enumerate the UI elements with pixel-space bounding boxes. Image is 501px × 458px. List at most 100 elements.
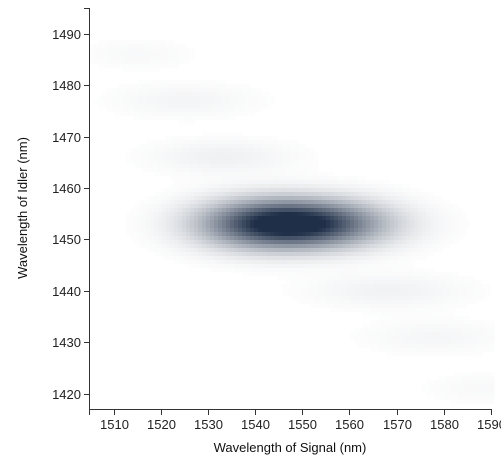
heatmap-cell xyxy=(462,380,467,385)
heatmap-cell xyxy=(482,328,487,333)
heatmap-cell xyxy=(150,160,155,165)
heatmap-cell xyxy=(162,60,167,65)
heatmap-cell xyxy=(234,192,239,197)
heatmap-cell xyxy=(210,236,215,241)
heatmap-cell xyxy=(170,200,175,205)
heatmap-cell xyxy=(362,212,367,217)
heatmap-cell xyxy=(318,220,323,225)
heatmap-cell xyxy=(182,236,187,241)
heatmap-cell xyxy=(370,324,375,329)
heatmap-cell xyxy=(326,228,331,233)
heatmap-cell xyxy=(174,228,179,233)
heatmap-cell xyxy=(350,304,355,309)
heatmap-cell xyxy=(286,188,291,193)
heatmap-cell xyxy=(226,188,231,193)
heatmap-cell xyxy=(358,208,363,213)
heatmap-cell xyxy=(234,96,239,101)
heatmap-cell xyxy=(298,264,303,269)
heatmap-cell xyxy=(354,228,359,233)
heatmap-cell xyxy=(186,140,191,145)
heatmap-cell xyxy=(442,300,447,305)
heatmap-cell xyxy=(214,80,219,85)
heatmap-cell xyxy=(326,188,331,193)
heatmap-cell xyxy=(474,324,479,329)
heatmap-cell xyxy=(414,244,419,249)
heatmap-cell xyxy=(402,352,407,357)
heatmap-cell xyxy=(450,212,455,217)
heatmap-cell xyxy=(310,192,315,197)
heatmap-cell xyxy=(118,84,123,89)
heatmap-cell xyxy=(266,188,271,193)
heatmap-cell xyxy=(158,204,163,209)
heatmap-cell xyxy=(458,316,463,321)
heatmap-cell xyxy=(290,244,295,249)
heatmap-cell xyxy=(298,252,303,257)
heatmap-cell xyxy=(198,108,203,113)
heatmap-cell xyxy=(146,204,151,209)
heatmap-cell xyxy=(426,316,431,321)
heatmap-cell xyxy=(214,172,219,177)
heatmap-cell xyxy=(234,248,239,253)
heatmap-cell xyxy=(130,236,135,241)
heatmap-cell xyxy=(154,252,159,257)
heatmap-cell xyxy=(150,88,155,93)
heatmap-cell xyxy=(242,140,247,145)
heatmap-cell xyxy=(278,164,283,169)
heatmap-cell xyxy=(262,272,267,277)
heatmap-cell xyxy=(158,160,163,165)
heatmap-cell xyxy=(226,216,231,221)
heatmap-cell xyxy=(438,296,443,301)
heatmap-cell xyxy=(302,144,307,149)
heatmap-cell xyxy=(134,212,139,217)
heatmap-cell xyxy=(230,104,235,109)
heatmap-cell xyxy=(438,312,443,317)
heatmap-cell xyxy=(394,232,399,237)
heatmap-cell xyxy=(286,264,291,269)
heatmap-cell xyxy=(458,232,463,237)
heatmap-cell xyxy=(466,328,471,333)
heatmap-cell xyxy=(150,68,155,73)
heatmap-cell xyxy=(438,376,443,381)
heatmap-cell xyxy=(262,152,267,157)
heatmap-cell xyxy=(158,88,163,93)
heatmap-cell xyxy=(422,328,427,333)
heatmap-cell xyxy=(202,204,207,209)
heatmap-cell xyxy=(238,252,243,257)
heatmap-cell xyxy=(278,236,283,241)
heatmap-cell xyxy=(238,236,243,241)
heatmap-cell xyxy=(370,300,375,305)
heatmap-cell xyxy=(218,252,223,257)
heatmap-cell xyxy=(462,324,467,329)
heatmap-cell xyxy=(210,256,215,261)
x-tick-label: 1590 xyxy=(477,417,501,432)
heatmap-cell xyxy=(134,108,139,113)
heatmap-cell xyxy=(182,172,187,177)
heatmap-cell xyxy=(186,92,191,97)
heatmap-cell xyxy=(410,204,415,209)
heatmap-cell xyxy=(454,220,459,225)
heatmap-cell xyxy=(246,272,251,277)
heatmap-cell xyxy=(314,192,319,197)
heatmap-cell xyxy=(434,216,439,221)
heatmap-cell xyxy=(134,232,139,237)
heatmap-cell xyxy=(242,84,247,89)
heatmap-cell xyxy=(226,184,231,189)
heatmap-cell xyxy=(278,196,283,201)
heatmap-cell xyxy=(218,268,223,273)
heatmap-cell xyxy=(354,176,359,181)
heatmap-cell xyxy=(310,272,315,277)
heatmap-cell xyxy=(270,232,275,237)
heatmap-cell xyxy=(254,92,259,97)
heatmap-cell xyxy=(318,216,323,221)
heatmap-cell xyxy=(198,184,203,189)
heatmap-cell xyxy=(346,212,351,217)
heatmap-cell xyxy=(198,192,203,197)
heatmap-cell xyxy=(446,296,451,301)
heatmap-cell xyxy=(278,152,283,157)
heatmap-cell xyxy=(278,208,283,213)
heatmap-cell xyxy=(230,176,235,181)
heatmap-cell xyxy=(234,188,239,193)
heatmap-cell xyxy=(470,296,475,301)
